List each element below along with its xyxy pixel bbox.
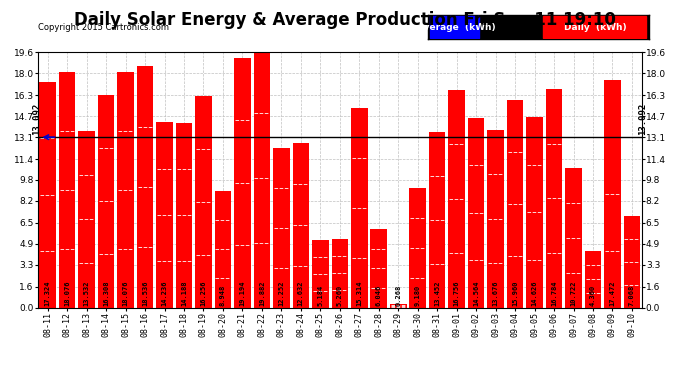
Bar <box>156 122 172 308</box>
Text: 15.960: 15.960 <box>512 280 518 306</box>
Bar <box>448 90 465 308</box>
Bar <box>254 49 270 308</box>
Text: 18.536: 18.536 <box>142 280 148 306</box>
Bar <box>487 130 504 308</box>
Bar <box>195 96 212 308</box>
Text: 12.252: 12.252 <box>278 280 284 306</box>
Text: Average  (kWh): Average (kWh) <box>417 22 496 32</box>
Text: 14.626: 14.626 <box>531 280 538 306</box>
Bar <box>624 216 640 308</box>
Text: 4.360: 4.360 <box>590 284 596 306</box>
Text: 10.722: 10.722 <box>571 280 577 306</box>
Bar <box>507 100 524 308</box>
Text: 16.784: 16.784 <box>551 280 557 306</box>
Bar <box>468 118 484 308</box>
Text: 8.948: 8.948 <box>220 284 226 306</box>
Text: 15.314: 15.314 <box>356 280 362 306</box>
Text: 0.268: 0.268 <box>395 284 402 306</box>
Text: 12.632: 12.632 <box>298 280 304 306</box>
Text: 5.260: 5.260 <box>337 284 343 306</box>
Bar <box>215 191 231 308</box>
Bar <box>332 239 348 308</box>
Text: 19.194: 19.194 <box>239 280 246 306</box>
Bar <box>79 132 95 308</box>
Bar <box>39 82 56 308</box>
Text: 14.188: 14.188 <box>181 280 187 306</box>
FancyBboxPatch shape <box>430 16 479 38</box>
Bar <box>273 148 290 308</box>
Text: 6.046: 6.046 <box>376 284 382 306</box>
FancyBboxPatch shape <box>542 16 647 38</box>
Bar <box>234 58 250 308</box>
Bar <box>351 108 368 307</box>
Text: Copyright 2015 Cartronics.com: Copyright 2015 Cartronics.com <box>38 23 169 32</box>
Bar <box>409 188 426 308</box>
Text: Daily Solar Energy & Average Production Fri Sep 11 19:10: Daily Solar Energy & Average Production … <box>74 11 616 29</box>
Bar <box>546 89 562 308</box>
Text: 17.472: 17.472 <box>609 280 615 306</box>
Text: 13.092: 13.092 <box>638 102 647 135</box>
Text: Daily  (kWh): Daily (kWh) <box>564 22 627 32</box>
Bar <box>98 95 115 308</box>
Text: 5.184: 5.184 <box>317 284 324 306</box>
Bar <box>565 168 582 308</box>
Bar <box>59 72 75 308</box>
Text: 18.076: 18.076 <box>64 280 70 306</box>
Text: 16.756: 16.756 <box>454 280 460 306</box>
Bar <box>604 80 621 308</box>
Text: 16.308: 16.308 <box>103 280 109 306</box>
Bar <box>176 123 193 308</box>
Bar <box>312 240 328 308</box>
Text: 13.532: 13.532 <box>83 280 90 306</box>
Text: 17.324: 17.324 <box>45 280 50 306</box>
Text: 19.882: 19.882 <box>259 280 265 306</box>
Bar <box>117 72 134 308</box>
Text: 13.452: 13.452 <box>434 280 440 306</box>
Bar <box>390 304 406 307</box>
Bar <box>429 132 446 308</box>
Text: 16.256: 16.256 <box>201 280 206 306</box>
Text: 13.092: 13.092 <box>32 102 41 135</box>
Bar <box>584 251 601 308</box>
Bar <box>526 117 543 308</box>
Text: 14.236: 14.236 <box>161 280 168 306</box>
Text: 18.076: 18.076 <box>123 280 128 306</box>
Text: 13.676: 13.676 <box>493 280 499 306</box>
Bar <box>293 143 309 308</box>
Bar <box>371 229 387 308</box>
Bar <box>137 66 153 308</box>
Text: 9.180: 9.180 <box>415 284 421 306</box>
Text: 7.068: 7.068 <box>629 284 635 306</box>
Text: 14.564: 14.564 <box>473 280 479 306</box>
